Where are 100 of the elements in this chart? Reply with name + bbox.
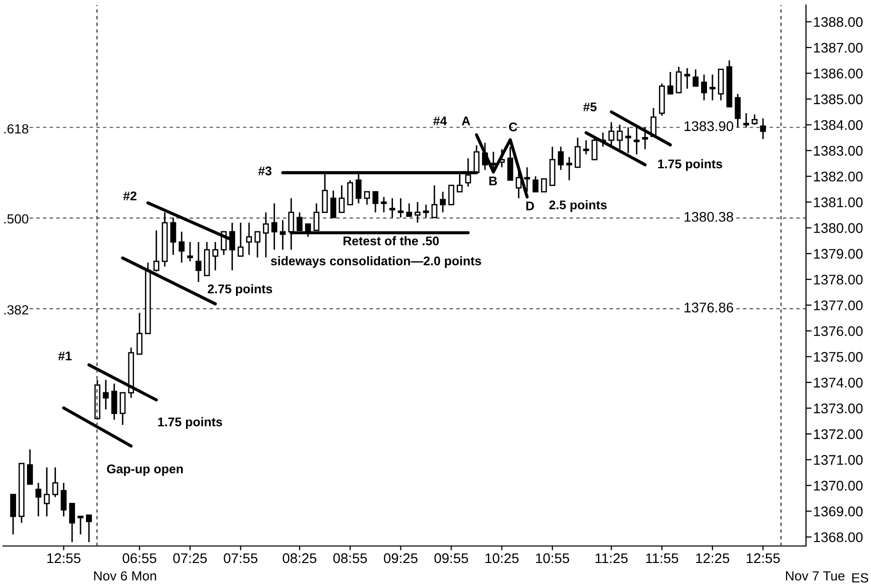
annotation: A bbox=[462, 116, 470, 126]
candlestick bbox=[52, 466, 58, 498]
y-tick-label: 1370.00 bbox=[814, 480, 863, 491]
candlestick bbox=[178, 231, 185, 264]
y-tick-label: 1379.00 bbox=[814, 248, 863, 259]
candlestick bbox=[752, 114, 758, 126]
y-tick-label: 1376.00 bbox=[814, 326, 863, 336]
annotation: 2.75 points bbox=[208, 284, 272, 296]
candlestick bbox=[692, 68, 699, 87]
candlestick bbox=[574, 136, 581, 168]
annotation: sideways consolidation—2.0 points bbox=[270, 256, 482, 268]
text: ES bbox=[852, 573, 868, 583]
candlestick bbox=[743, 112, 750, 128]
candlestick bbox=[423, 204, 429, 218]
candlestick bbox=[136, 312, 142, 355]
x-tick-label: 06:55 bbox=[122, 553, 156, 564]
candlestick bbox=[592, 136, 598, 160]
candlestick bbox=[734, 93, 741, 128]
annotation: #3 bbox=[258, 166, 272, 176]
candlestick bbox=[187, 241, 193, 262]
ref-line-label: 1376.86 bbox=[684, 302, 734, 312]
candlestick bbox=[414, 201, 420, 224]
candlestick bbox=[380, 196, 387, 214]
x-tick-label: 08:25 bbox=[282, 553, 316, 564]
x-tick-label: 10:55 bbox=[536, 553, 570, 564]
y-tick-label: 1368.00 bbox=[814, 532, 863, 542]
candlestick bbox=[507, 146, 514, 181]
annotation: .618 bbox=[4, 124, 28, 134]
y-tick-label: 1384.00 bbox=[814, 120, 863, 130]
y-tick-label: 1382.00 bbox=[814, 172, 863, 182]
annotation: 1.75 points bbox=[658, 159, 722, 171]
candlestick bbox=[676, 66, 682, 94]
x-tick-label: 11:25 bbox=[596, 553, 628, 564]
candlestick bbox=[254, 231, 260, 258]
ref-line-label: 1383.90 bbox=[684, 121, 734, 132]
annotation: Gap-up open bbox=[106, 464, 183, 476]
candlestick bbox=[448, 184, 454, 206]
candlestick bbox=[35, 482, 42, 518]
annotation: .500 bbox=[4, 214, 28, 224]
candlestick bbox=[431, 184, 438, 218]
candlestick bbox=[78, 516, 84, 536]
x-tick-label: 10:25 bbox=[486, 553, 519, 564]
candlestick bbox=[271, 202, 278, 250]
annotation: #1 bbox=[58, 352, 72, 360]
candlestick bbox=[246, 222, 252, 256]
annotation: D bbox=[526, 202, 534, 210]
ref-line-label: 1380.38 bbox=[684, 212, 734, 222]
candlestick bbox=[44, 466, 50, 518]
x-tick-label: 09:55 bbox=[434, 553, 468, 564]
y-tick-label: 1373.00 bbox=[814, 404, 863, 414]
y-tick-label: 1383.00 bbox=[814, 146, 863, 156]
candlestick bbox=[440, 191, 446, 214]
candlestick bbox=[541, 178, 547, 192]
y-tick-label: 1378.00 bbox=[814, 274, 863, 285]
candlestick bbox=[280, 219, 286, 250]
candlestick bbox=[372, 191, 378, 214]
annotation: 1.75 points bbox=[158, 417, 222, 429]
candlestick bbox=[398, 198, 404, 218]
annotation: Retest of the .50 bbox=[344, 236, 439, 246]
y-tick-label: 1372.00 bbox=[814, 429, 863, 440]
candlestick bbox=[86, 514, 92, 543]
candlestick bbox=[27, 448, 33, 485]
y-tick-label: 1371.00 bbox=[814, 455, 863, 465]
candlestick bbox=[10, 494, 16, 536]
x-tick-label: 09:25 bbox=[384, 553, 418, 564]
candlestick bbox=[69, 502, 76, 543]
annotation: B bbox=[489, 176, 497, 186]
x-tick-label: 07:55 bbox=[224, 553, 258, 564]
candlestick bbox=[760, 118, 766, 140]
y-tick-label: 1381.00 bbox=[814, 197, 863, 208]
candlestick bbox=[196, 241, 202, 283]
candlestick bbox=[347, 179, 354, 206]
y-tick-label: 1374.00 bbox=[814, 378, 863, 388]
x-tick-label: 12:55 bbox=[47, 553, 80, 564]
y-tick-label: 1386.00 bbox=[814, 68, 863, 78]
y-tick-label: 1375.00 bbox=[814, 352, 863, 362]
annotation: 2.5 points bbox=[549, 200, 607, 212]
candlestick bbox=[238, 222, 244, 257]
y-tick-label: 1388.00 bbox=[814, 17, 863, 27]
candlestick bbox=[364, 191, 370, 206]
candlestick bbox=[710, 74, 716, 102]
candlestick bbox=[60, 482, 67, 518]
candlestick bbox=[102, 379, 109, 410]
y-tick-label: 1369.00 bbox=[814, 506, 863, 516]
annotation: #4 bbox=[433, 116, 447, 126]
candlestick bbox=[532, 176, 538, 192]
x-tick-label: 07:25 bbox=[173, 553, 207, 564]
y-tick-label: 1385.00 bbox=[814, 94, 863, 104]
annotation: .382 bbox=[4, 305, 28, 315]
candlestick bbox=[111, 383, 118, 420]
annotation: #5 bbox=[583, 102, 597, 112]
candlestick bbox=[330, 190, 336, 218]
candlestick bbox=[389, 198, 396, 218]
candlestick bbox=[558, 146, 564, 171]
x-tick-label: 12:25 bbox=[696, 553, 730, 564]
y-tick-label: 1380.00 bbox=[814, 223, 863, 234]
candlestick bbox=[684, 67, 690, 90]
x-tick-label: 08:55 bbox=[333, 553, 367, 564]
candlestick bbox=[667, 71, 674, 95]
candlestick bbox=[406, 202, 412, 217]
